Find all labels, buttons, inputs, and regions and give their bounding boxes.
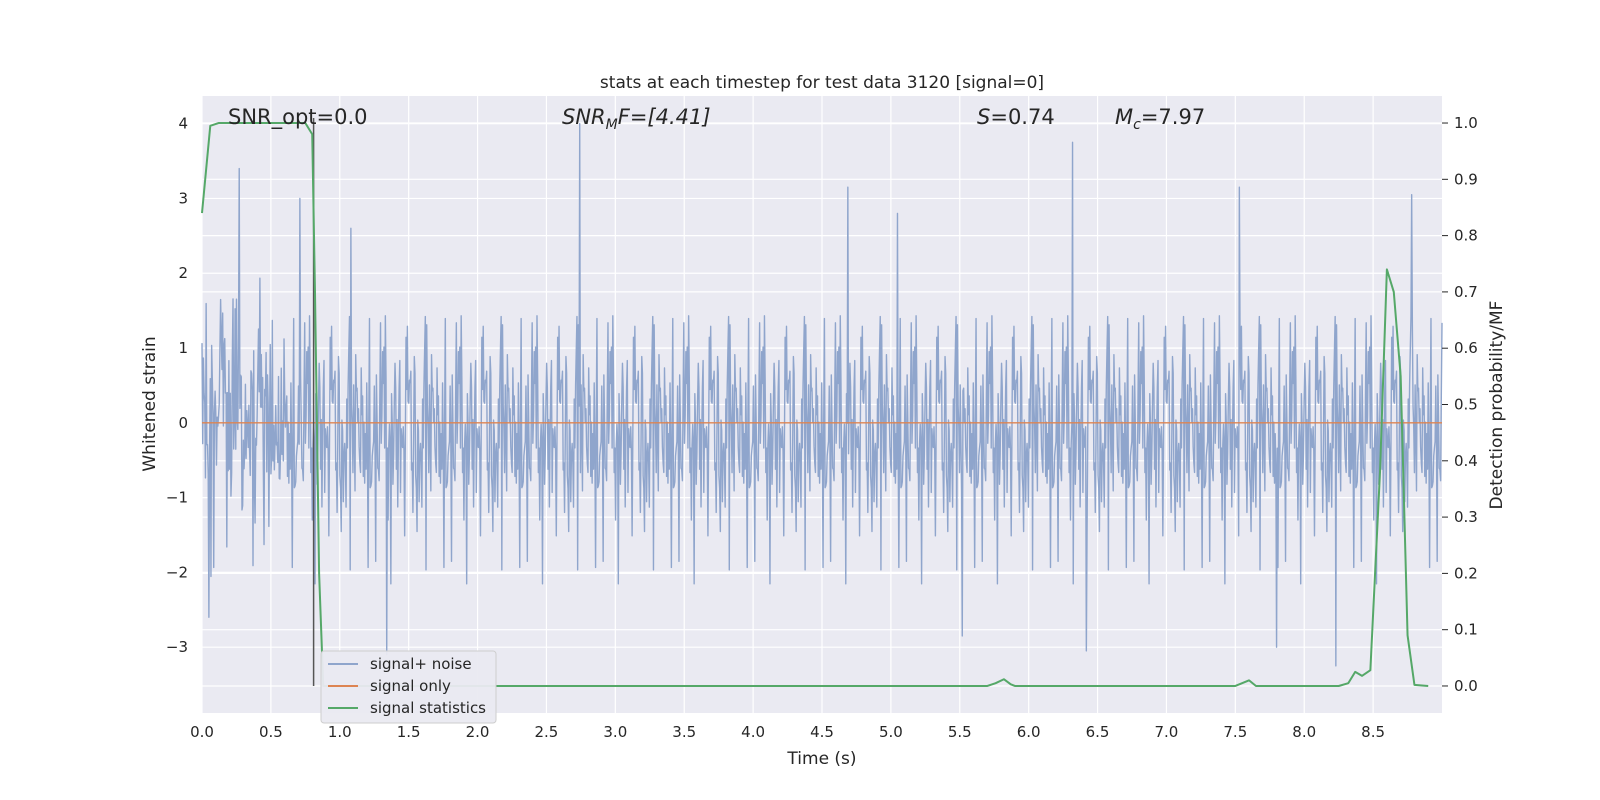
x-tick-label: 5.0 bbox=[879, 723, 903, 741]
x-tick-labels: 0.0 0.5 1.0 1.5 2.0 2.5 3.0 3.5 4.0 4.5 5.0 5.5 6.0 6… bbox=[190, 723, 1385, 741]
y2-tick-labels: 1.0 0.9 0.8 0.7 0.6 0.5 0.4 0.3 0.2 0.1 0.0 bbox=[1442, 114, 1478, 695]
mc-sub: c bbox=[1133, 117, 1141, 133]
y-tick-label: −1 bbox=[166, 489, 188, 507]
x-tick-label: 2.0 bbox=[466, 723, 490, 741]
x-tick-label: 1.5 bbox=[397, 723, 421, 741]
signal-statistics-line bbox=[201, 122, 1429, 687]
y2-tick-label: 0.2 bbox=[1454, 564, 1478, 582]
y-tick-labels: 4 3 2 1 0 −1 −2 −3 bbox=[166, 115, 188, 657]
y2-tick-label: 1.0 bbox=[1454, 114, 1478, 132]
y2-tick-label: 0.8 bbox=[1454, 227, 1478, 245]
y2-tick-label: 0.3 bbox=[1454, 508, 1478, 526]
y-tick-label: 3 bbox=[178, 189, 188, 207]
signal-statistics-series bbox=[201, 122, 1429, 687]
x-tick-label: 5.5 bbox=[948, 723, 972, 741]
y2-tick-label: 0.4 bbox=[1454, 452, 1478, 470]
legend-label-statistics: signal statistics bbox=[370, 699, 486, 717]
x-tick-label: 6.5 bbox=[1086, 723, 1110, 741]
y-tick-label: −2 bbox=[166, 563, 188, 581]
y-tick-label: 0 bbox=[178, 414, 188, 432]
snr-opt-annotation: SNR_opt=0.0 bbox=[228, 105, 368, 130]
x-tick-label: 4.5 bbox=[810, 723, 834, 741]
legend: signal+ noise signal only signal statist… bbox=[320, 650, 497, 724]
snr-mf-rest: F=[4.41] bbox=[618, 105, 711, 129]
x-tick-label: 7.0 bbox=[1155, 723, 1179, 741]
x-tick-label: 1.0 bbox=[328, 723, 352, 741]
x-tick-label: 0.5 bbox=[259, 723, 283, 741]
snr-mf-main: SNR bbox=[562, 105, 606, 129]
y-tick-label: 2 bbox=[178, 264, 188, 282]
y2-tick-label: 0.7 bbox=[1454, 283, 1478, 301]
y2-tick-label: 0.0 bbox=[1454, 677, 1478, 695]
chart-title: stats at each timestep for test data 312… bbox=[600, 73, 1044, 93]
x-tick-label: 6.0 bbox=[1017, 723, 1041, 741]
mc-main: M bbox=[1115, 105, 1133, 129]
legend-box bbox=[320, 650, 497, 724]
x-tick-label: 4.0 bbox=[741, 723, 765, 741]
y2-tick-label: 0.9 bbox=[1454, 170, 1478, 188]
s-annotation: S=0.74 bbox=[977, 105, 1055, 129]
y2-tick-label: 0.1 bbox=[1454, 621, 1478, 639]
y2-axis-label: Detection probability/MF bbox=[1487, 301, 1507, 510]
y-tick-label: 4 bbox=[178, 115, 188, 133]
x-tick-label: 8.0 bbox=[1292, 723, 1316, 741]
x-tick-label: 3.0 bbox=[603, 723, 627, 741]
y-axis-label: Whitened strain bbox=[140, 336, 160, 471]
y-tick-label: −3 bbox=[166, 638, 188, 656]
s-rest: =0.74 bbox=[990, 105, 1054, 129]
snr-mf-sub: M bbox=[606, 117, 618, 133]
s-var: S bbox=[977, 105, 990, 129]
x-tick-label: 3.5 bbox=[672, 723, 696, 741]
legend-label-noise: signal+ noise bbox=[370, 655, 472, 673]
legend-label-signal-only: signal only bbox=[370, 677, 451, 695]
mc-rest: =7.97 bbox=[1141, 105, 1205, 129]
signal-noise-series bbox=[201, 122, 1443, 667]
x-axis-label: Time (s) bbox=[786, 749, 856, 769]
mc-annotation: Mc=7.97 bbox=[1115, 105, 1205, 133]
x-tick-label: 0.0 bbox=[190, 723, 214, 741]
y2-tick-label: 0.6 bbox=[1454, 339, 1478, 357]
snr-mf-annotation: SNRMF=[4.41] bbox=[562, 105, 711, 133]
x-tick-label: 2.5 bbox=[535, 723, 559, 741]
y-tick-label: 1 bbox=[178, 339, 188, 357]
x-tick-label: 7.5 bbox=[1223, 723, 1247, 741]
signal-noise-line bbox=[201, 122, 1443, 667]
x-tick-label: 8.5 bbox=[1361, 723, 1385, 741]
y2-tick-label: 0.5 bbox=[1454, 396, 1478, 414]
